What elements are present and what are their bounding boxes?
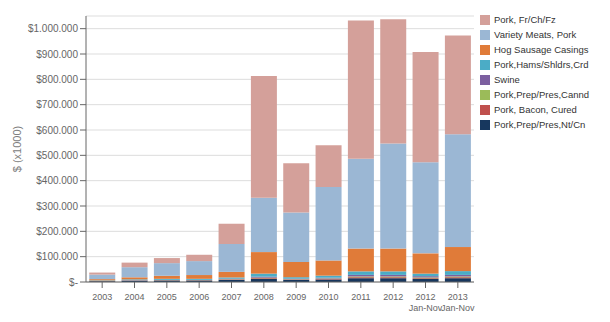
svg-text:$200.000: $200.000 [36, 226, 78, 237]
svg-text:$1.000.000: $1.000.000 [28, 23, 78, 34]
svg-text:2003: 2003 [92, 292, 112, 302]
svg-text:$-: $- [69, 277, 78, 288]
svg-text:2012Jan-Nov: 2012Jan-Nov [409, 292, 443, 313]
svg-text:2004: 2004 [124, 292, 144, 302]
html-text:Swine: Swine [494, 74, 520, 85]
html-text:Pork, Fr/Ch/Fz: Pork, Fr/Ch/Fz [494, 14, 556, 25]
svg-text:2008: 2008 [254, 292, 274, 302]
svg-text:$ (x1000): $ (x1000) [11, 126, 23, 172]
svg-text:2007: 2007 [221, 292, 241, 302]
svg-text:$700.000: $700.000 [36, 99, 78, 110]
svg-text:$100.000: $100.000 [36, 251, 78, 262]
html-text:Pork,Prep/Pres,Nt/Cn: Pork,Prep/Pres,Nt/Cn [494, 119, 586, 130]
html-text:Hog Sausage Casings: Hog Sausage Casings [494, 44, 589, 55]
svg-text:2010: 2010 [318, 292, 338, 302]
svg-text:$600.000: $600.000 [36, 125, 78, 136]
svg-text:2005: 2005 [157, 292, 177, 302]
svg-text:2012: 2012 [383, 292, 403, 302]
svg-text:2013Jan-Nov: 2013Jan-Nov [441, 292, 475, 313]
svg-text:$800.000: $800.000 [36, 74, 78, 85]
svg-text:$500.000: $500.000 [36, 150, 78, 161]
svg-text:$900.000: $900.000 [36, 49, 78, 60]
html-text:Pork,Hams/Shldrs,Crd: Pork,Hams/Shldrs,Crd [494, 59, 589, 70]
html-text:Variety Meats, Pork: Variety Meats, Pork [494, 29, 577, 40]
svg-text:$300.000: $300.000 [36, 201, 78, 212]
html-text:Pork, Bacon, Cured: Pork, Bacon, Cured [494, 104, 577, 115]
svg-text:2009: 2009 [286, 292, 306, 302]
html-text:Pork,Prep/Pres,Cannd: Pork,Prep/Pres,Cannd [494, 89, 589, 100]
svg-text:2006: 2006 [189, 292, 209, 302]
svg-text:$400.000: $400.000 [36, 175, 78, 186]
svg-text:2011: 2011 [351, 292, 370, 302]
